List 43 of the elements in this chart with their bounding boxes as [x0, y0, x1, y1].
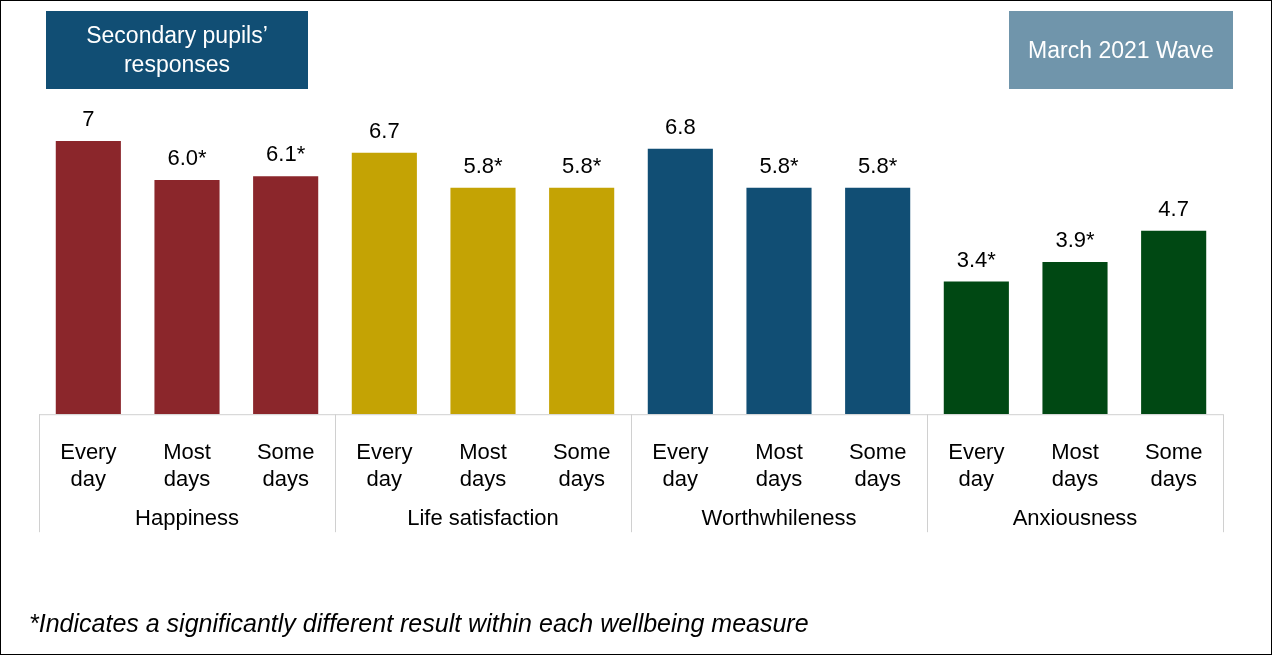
bar: [450, 187, 516, 415]
data-label: 3.9*: [1055, 227, 1095, 253]
data-label: 3.4*: [956, 246, 997, 272]
text: Anxiousness: [1012, 505, 1138, 531]
chart-title: Secondary pupils’ responses: [46, 11, 308, 89]
x-tick-label: Some days: [848, 439, 907, 491]
data-label: 6.8: [665, 113, 696, 139]
data-label: 6.1*: [266, 141, 306, 167]
data-label: 5.8*: [463, 152, 503, 178]
bar: [351, 152, 417, 415]
text: Happiness: [135, 505, 239, 531]
bar: [746, 187, 812, 415]
bar: [647, 148, 713, 415]
bar: [55, 141, 121, 415]
bar: [549, 187, 615, 415]
data-label: 6.7: [369, 117, 400, 143]
x-tick-label: Most days: [459, 439, 507, 491]
bar: [1042, 261, 1108, 415]
data-label: 6.0*: [167, 145, 207, 171]
data-label: 4.7: [1158, 195, 1189, 221]
x-tick-label: Most days: [1051, 439, 1099, 491]
x-tick-label: Every day: [948, 439, 1005, 491]
bar: [154, 180, 220, 415]
bar: [943, 281, 1009, 415]
x-tick-label: Some days: [1144, 439, 1203, 491]
data-label: 5.8*: [562, 152, 602, 178]
x-tick-label: Every day: [652, 439, 709, 491]
text: Worthwhileness: [701, 505, 857, 531]
x-tick-label: Some days: [256, 439, 315, 491]
bar: [845, 187, 911, 415]
data-label: 5.8*: [858, 152, 898, 178]
text: Life satisfaction: [407, 505, 559, 531]
x-tick-label: Most days: [163, 439, 211, 491]
x-tick-label: Some days: [552, 439, 611, 491]
data-label: 5.8*: [759, 152, 799, 178]
x-tick-label: Every day: [356, 439, 413, 491]
text: *Indicates a significantly different result within each wellbeing measure: [29, 609, 809, 638]
bar: [1141, 230, 1207, 415]
x-tick-label: Most days: [755, 439, 803, 491]
chart-subtitle: March 2021 Wave: [1009, 11, 1233, 89]
x-tick-label: Every day: [60, 439, 117, 491]
data-label: 7: [82, 106, 95, 132]
bar: [253, 176, 319, 415]
